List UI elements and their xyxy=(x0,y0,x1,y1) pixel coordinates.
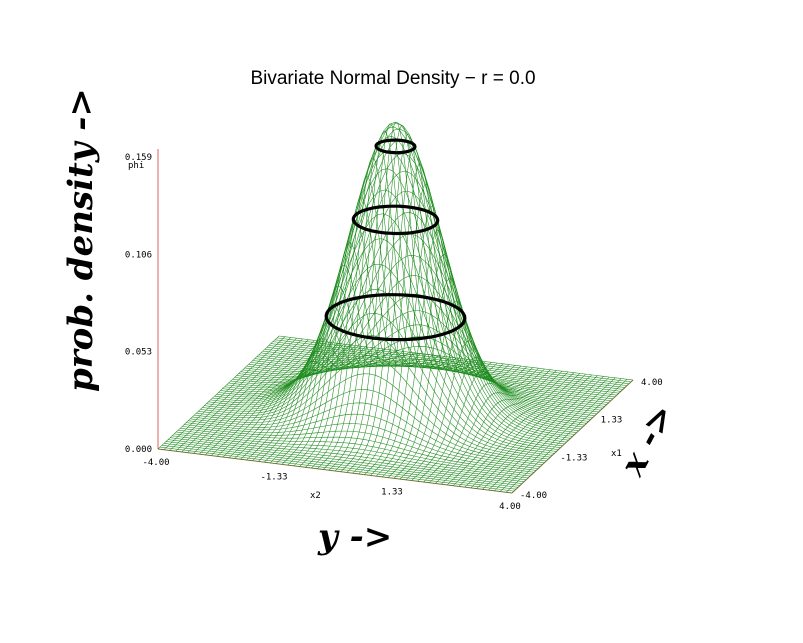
mesh-line-y xyxy=(364,183,486,475)
y-tick-label: -1.33 xyxy=(560,453,587,463)
mesh-line-y xyxy=(340,125,463,472)
mesh-line-y xyxy=(405,340,527,480)
mesh-line-y xyxy=(511,379,634,494)
mesh-line-y xyxy=(157,335,280,450)
mesh-line-y xyxy=(264,323,386,463)
y-tick-label: 4.00 xyxy=(641,378,663,388)
mesh-line-y xyxy=(417,368,539,482)
mesh-line-y xyxy=(305,176,427,468)
x-axis-label: x2 xyxy=(310,491,321,501)
mesh-line-x xyxy=(190,389,545,464)
mesh-line-y xyxy=(488,376,610,491)
contour-ring xyxy=(374,138,417,155)
mesh-line-y xyxy=(193,340,315,454)
mesh-line-y xyxy=(234,345,356,459)
mesh-line-y xyxy=(399,321,522,480)
mesh-line-y xyxy=(258,338,380,462)
mesh-line-y xyxy=(476,375,598,489)
annotation-prob-density: prob. density -> xyxy=(61,88,101,392)
mesh-line-y xyxy=(429,369,551,483)
mesh-line-y xyxy=(423,368,545,483)
z-tick-label: 0.053 xyxy=(125,348,152,358)
contour-rings xyxy=(324,138,467,342)
z-tick-label: 0.159 xyxy=(125,153,152,163)
annotation-x: x -> xyxy=(612,397,683,483)
mesh-line-y xyxy=(175,338,297,452)
x-tick-label: 4.00 xyxy=(499,502,521,512)
mesh-line-y xyxy=(393,300,516,479)
annotation-y: y -> xyxy=(317,517,392,557)
mesh-line-y xyxy=(334,121,457,472)
mesh-line-y xyxy=(205,341,327,456)
density-surface-mesh xyxy=(157,121,634,494)
mesh-line-y xyxy=(482,376,604,490)
mesh-line-y xyxy=(275,285,398,464)
mesh-line-y xyxy=(494,377,616,491)
mesh-line-y xyxy=(352,146,474,474)
mesh-line-y xyxy=(181,338,303,453)
mesh-line-y xyxy=(281,264,404,465)
mesh-line-y xyxy=(370,206,492,476)
mesh-line-y xyxy=(323,130,445,470)
mesh-line-y xyxy=(505,379,628,493)
contour-ring xyxy=(351,204,440,236)
x-tick-label: -1.33 xyxy=(260,473,287,483)
z-axis-label: phi xyxy=(128,161,144,171)
mesh-line-x xyxy=(232,211,587,424)
mesh-line-y xyxy=(470,374,592,489)
chart-title: Bivariate Normal Density − r = 0.0 xyxy=(250,68,535,89)
z-tick-label: 0.106 xyxy=(125,250,152,260)
z-tick-label: 0.000 xyxy=(125,445,152,455)
y-tick-label: 1.33 xyxy=(601,416,623,426)
mesh-line-y xyxy=(452,372,575,486)
mesh-line-y xyxy=(458,373,581,487)
mesh-line-y xyxy=(435,370,557,484)
mesh-line-y xyxy=(228,344,350,458)
mesh-line-y xyxy=(199,340,321,455)
contour-ring xyxy=(324,293,467,342)
mesh-line-y xyxy=(187,339,309,453)
tick-labels: 0.0000.0530.1060.159-4.00-1.331.334.00-4… xyxy=(125,153,663,512)
y-axis-label: x1 xyxy=(611,449,622,459)
mesh-line-y xyxy=(441,371,563,485)
mesh-line-y xyxy=(358,163,480,474)
mesh-line-y xyxy=(376,230,498,477)
mesh-line-y xyxy=(163,336,286,450)
mesh-line-y xyxy=(411,357,533,481)
mesh-line-x xyxy=(188,402,543,465)
y-tick-label: -4.00 xyxy=(520,491,547,501)
mesh-line-y xyxy=(500,378,622,492)
mesh-line-y xyxy=(446,371,569,486)
mesh-line-y xyxy=(169,337,291,451)
mesh-line-y xyxy=(464,373,586,488)
mesh-line-y xyxy=(216,343,339,457)
mesh-line-y xyxy=(311,157,433,469)
x-tick-label: 1.33 xyxy=(381,487,403,497)
mesh-line-y xyxy=(346,133,468,473)
x-tick-label: -4.00 xyxy=(142,458,169,468)
mesh-line-y xyxy=(328,123,451,471)
mesh-line-y xyxy=(222,343,345,458)
